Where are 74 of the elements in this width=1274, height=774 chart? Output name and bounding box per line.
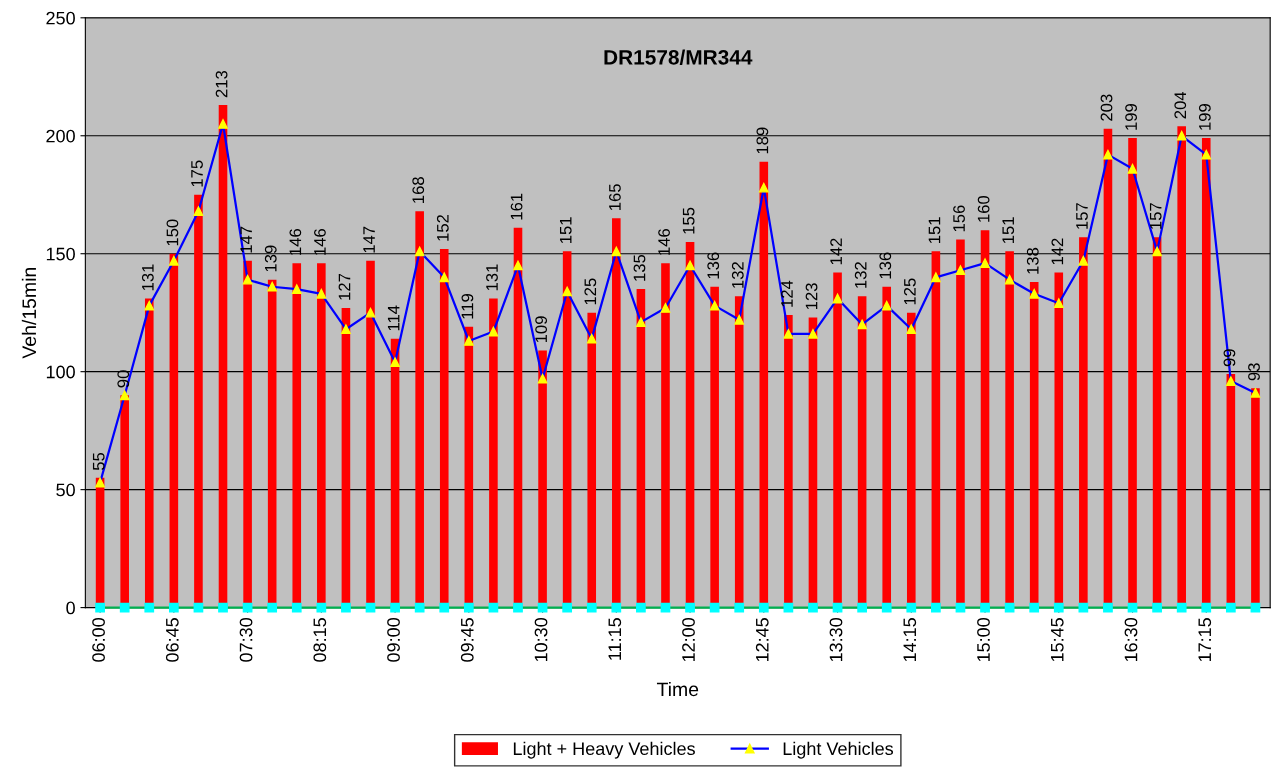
x-tick-label: 06:00 [92,618,105,662]
data-label: 146 [658,229,670,255]
data-label: 124 [781,280,793,307]
data-label: 123 [805,283,818,310]
data-label: 125 [903,278,916,305]
x-tick-label: 11:15 [608,618,622,660]
data-label: 99 [1223,349,1236,367]
data-label: 204 [1174,91,1187,119]
data-label: 203 [1100,94,1113,121]
data-label: 199 [1125,104,1137,130]
data-label: 131 [486,264,498,291]
data-label: 132 [731,262,744,288]
data-label: 152 [436,214,449,241]
data-label: 168 [412,177,425,203]
data-label: 189 [756,127,769,154]
data-label: 151 [1002,217,1015,244]
x-tick-label: 17:15 [1198,618,1212,662]
data-label: 138 [1026,247,1039,274]
data-label: 151 [928,217,941,244]
x-tick-label: 16:30 [1124,618,1138,662]
y-tick-label: 150 [46,247,75,261]
x-axis-title: Time [656,681,699,697]
data-label: 156 [953,205,965,232]
data-label: 93 [1248,363,1260,381]
data-label: 147 [363,226,375,253]
data-label: 161 [510,193,523,220]
x-tick-label: 06:45 [165,618,179,662]
data-label: 125 [584,278,597,305]
data-label: 136 [879,252,892,279]
data-label: 155 [682,207,695,234]
data-label: 132 [854,262,867,288]
data-label: 114 [387,305,400,331]
data-label: 151 [560,217,572,244]
y-tick-label: 100 [46,365,75,379]
data-label: 150 [166,219,179,246]
x-tick-label: 15:45 [1051,618,1064,662]
x-tick-label: 08:15 [313,618,327,662]
data-label: 109 [535,316,548,343]
y-tick-label: 250 [46,11,75,25]
data-label: 160 [977,195,990,222]
x-tick-label: 12:45 [755,618,769,662]
data-label: 165 [608,184,621,210]
data-label: 142 [1051,238,1064,265]
data-label: 175 [191,160,203,187]
x-tick-label: 07:30 [239,618,253,662]
data-label: 147 [240,226,252,253]
x-tick-label: 12:00 [682,618,695,662]
text: DR1578/MR344 [604,49,753,65]
y-tick-label: 0 [66,601,75,615]
data-label: 127 [338,273,351,300]
x-tick-label: 10:30 [534,618,548,662]
x-tick-label: 13:30 [829,618,843,662]
data-label: 55 [92,452,105,471]
x-tick-label: 14:15 [903,618,917,662]
data-label: 142 [830,238,842,265]
y-tick-label: 50 [56,483,75,497]
data-label: 146 [314,229,326,255]
x-tick-label: 09:00 [387,618,400,662]
data-label: 139 [264,245,277,272]
data-label: 157 [1076,203,1088,229]
data-label: 131 [141,264,154,291]
data-label: 199 [1198,104,1211,130]
legend-label: Light + Heavy Vehicles [513,741,695,759]
data-label: 135 [633,254,646,281]
data-label: 157 [1149,203,1162,229]
data-label: 119 [461,293,474,319]
legend-label: Light Vehicles [783,741,894,759]
data-label: 213 [215,70,228,98]
data-label: 136 [707,252,720,279]
data-label: 146 [289,229,302,255]
y-tick-label: 200 [46,129,75,143]
x-tick-label: 09:45 [460,618,474,662]
y-axis-title: Veh/15min [21,268,37,359]
x-tick-label: 15:00 [977,618,990,662]
